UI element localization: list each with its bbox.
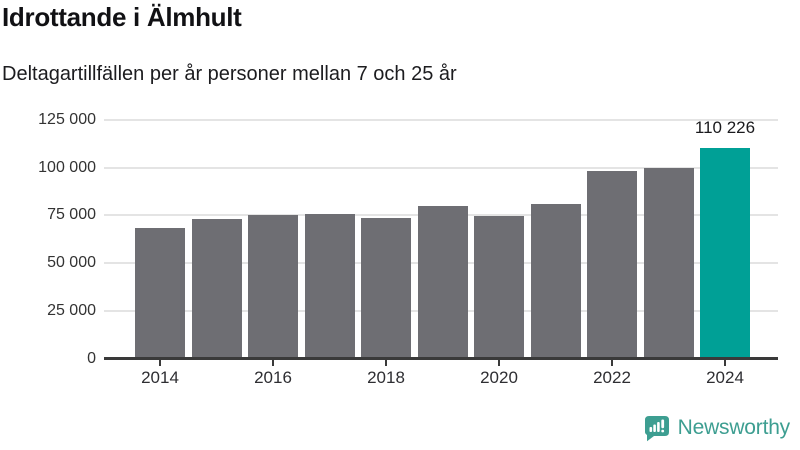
- bar-2017: [304, 213, 355, 359]
- y-axis-label-0: 0: [87, 349, 96, 367]
- x-axis-label-2024: 2024: [706, 368, 744, 387]
- x-tick-2022: [611, 358, 613, 366]
- bar-2020: [474, 215, 524, 359]
- bar-2023: [643, 168, 694, 359]
- x-tick-2018: [385, 358, 387, 366]
- y-axis-label-125000: 125 000: [38, 111, 96, 128]
- x-tick-2024: [724, 358, 726, 366]
- x-axis-label-2020: 2020: [480, 368, 518, 387]
- bar-2019: [417, 206, 468, 359]
- chart-title: Idrottande i Älmhult: [2, 2, 242, 32]
- y-axis-label-50000: 50 000: [47, 254, 96, 272]
- bar-2024: [700, 148, 750, 359]
- bar-2018: [361, 217, 411, 359]
- x-tick-2016: [272, 358, 274, 366]
- x-axis-line: [104, 357, 778, 360]
- x-axis-label-2022: 2022: [593, 368, 631, 387]
- y-axis-label-75000: 75 000: [47, 206, 96, 224]
- bar-2021: [530, 203, 581, 359]
- bar-2014: [135, 227, 185, 359]
- newsworthy-wordmark: Newsworthy: [677, 416, 791, 439]
- x-tick-2020: [498, 358, 500, 366]
- bar-2015: [191, 218, 242, 359]
- bar-2016: [248, 214, 298, 359]
- newsworthy-bar-chart-speech-bubble-icon: [644, 416, 669, 442]
- gridline-100000: [104, 166, 778, 169]
- x-axis-label-2016: 2016: [254, 368, 292, 387]
- y-axis-label-25000: 25 000: [47, 301, 96, 319]
- x-axis-label-2014: 2014: [141, 368, 179, 387]
- bar-value-label: 110 226: [694, 118, 756, 138]
- chart-subtitle: Deltagartillfällen per år personer mella…: [2, 63, 457, 85]
- gridline-125000: [104, 119, 778, 121]
- x-axis-label-2018: 2018: [367, 368, 405, 387]
- y-axis-label-100000: 100 000: [38, 158, 96, 176]
- bar-2022: [587, 171, 637, 359]
- x-tick-2014: [159, 358, 161, 366]
- newsworthy-logo: Newsworthy: [643, 414, 790, 442]
